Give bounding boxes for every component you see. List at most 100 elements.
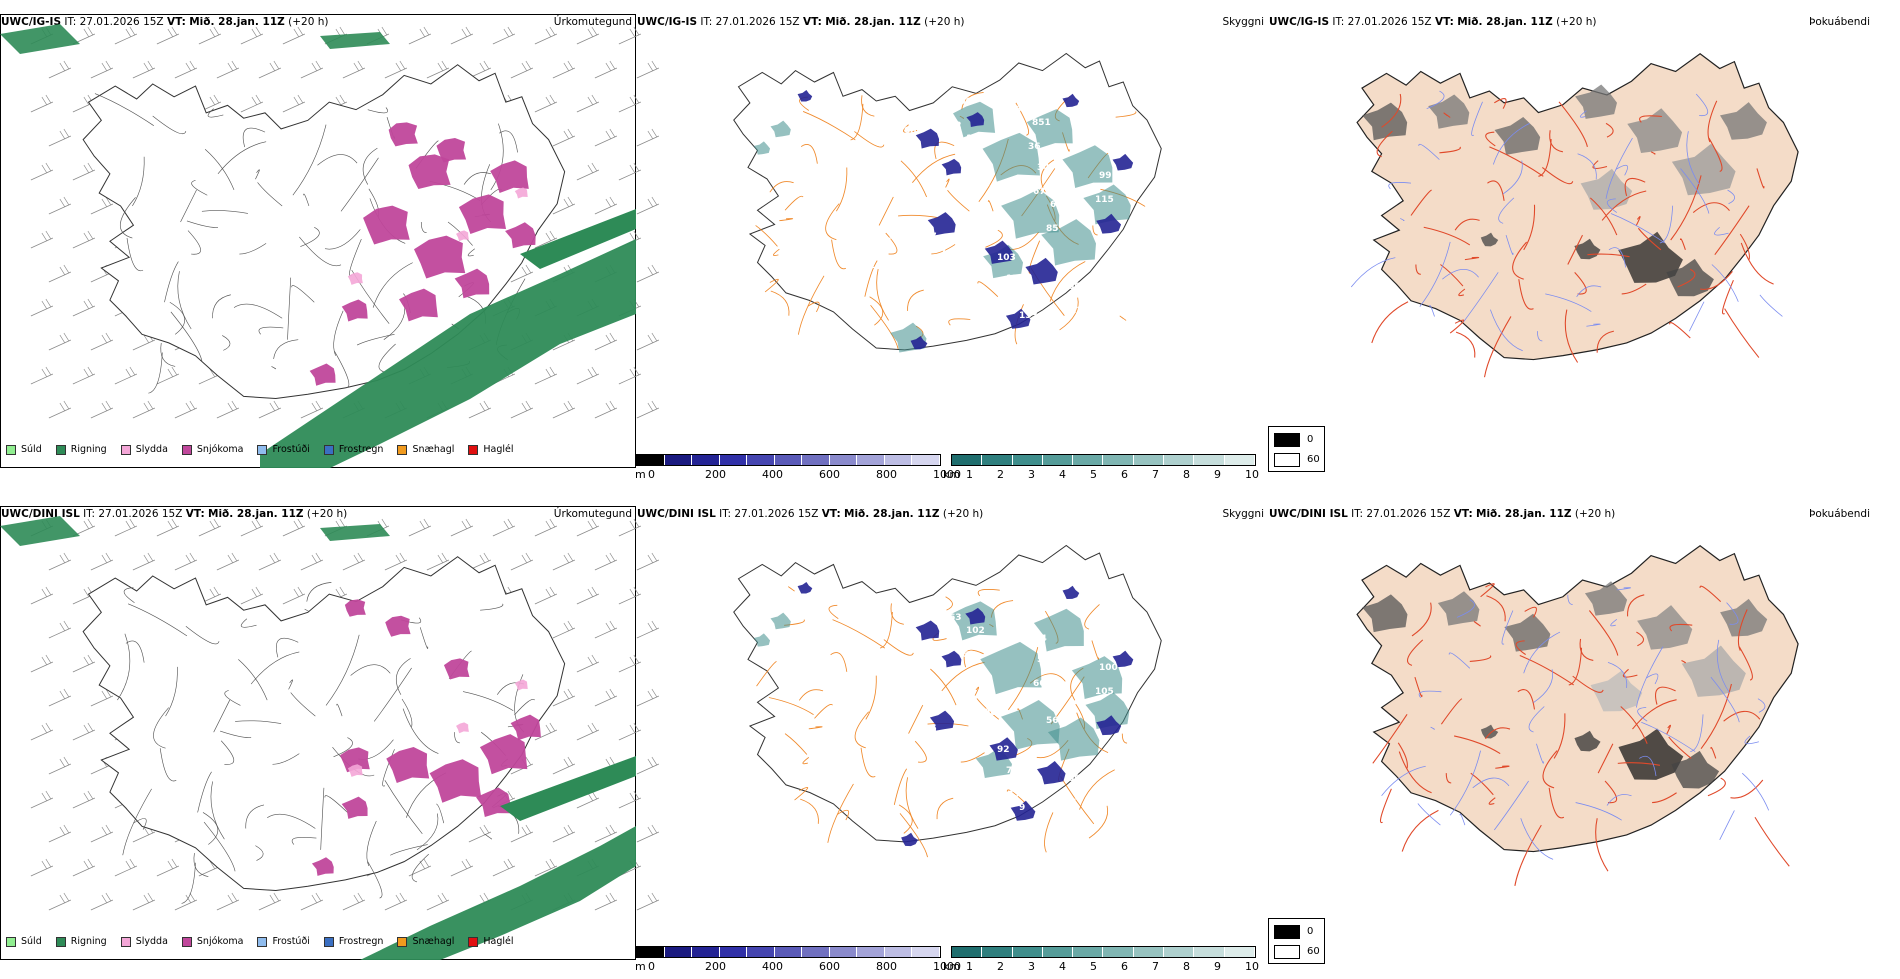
ceiling-value-label: 85 <box>1046 224 1059 234</box>
model-name: UWC/IG-IS <box>1 16 62 28</box>
lead-time: (+20 h) <box>1556 16 1597 28</box>
valid-time-label: VT: <box>166 16 186 28</box>
legend-swatch <box>120 936 131 947</box>
fog-legend: 0 60 <box>1268 426 1325 472</box>
precip-legend-item: Snjókoma <box>181 936 243 947</box>
init-time-value: 27.01.2026 15Z <box>715 16 800 28</box>
colorbar-segment <box>1073 455 1104 465</box>
ceiling-value-label: 13 <box>1015 597 1028 607</box>
precip-legend-item: Slydda <box>120 444 168 455</box>
colorbar-segment <box>1194 455 1225 465</box>
visibility-unit: km <box>943 960 961 973</box>
model-name: UWC/IG-IS <box>637 16 698 28</box>
ceiling-tick-label: 0 <box>648 960 655 973</box>
ceiling-value-label: 133 <box>1019 311 1038 321</box>
fog-legend: 0 60 <box>1268 918 1325 964</box>
init-time-value: 27.01.2026 15Z <box>1347 16 1432 28</box>
fog-legend-label-low: 0 <box>1307 434 1314 445</box>
visibility-tick-label: 1 <box>966 468 973 481</box>
visibility-tick-label: 2 <box>997 960 1004 973</box>
colorbar-segment <box>1194 947 1225 957</box>
ceiling-value-label: 103 <box>997 253 1016 263</box>
ceiling-value-label: 90 <box>1077 605 1090 615</box>
fog-legend-swatch-low <box>1274 925 1300 939</box>
panel-title-precip: Úrkomutegund <box>553 16 632 28</box>
ceiling-visibility-panel: UWC/DINI ISL IT: 27.01.2026 15Z VT: Mið.… <box>635 506 1268 979</box>
colorbar-segment <box>884 947 913 957</box>
precip-legend: Súld Rigning Slydda Snjókoma Frostúði Frostre… <box>6 444 528 455</box>
colorbar-segment <box>982 947 1013 957</box>
init-time-label: IT: <box>1351 508 1364 520</box>
legend-label: Snæhagl <box>412 444 455 455</box>
colorbar-segment <box>1164 947 1195 957</box>
colorbar-segment <box>1133 947 1165 957</box>
ceiling-visibility-map <box>733 52 1162 353</box>
ceiling-value-label: 116 <box>873 237 892 247</box>
legend-swatch <box>323 444 334 455</box>
precip-legend-item: Frostúði <box>257 936 310 947</box>
colorbar-segment <box>802 947 830 957</box>
colorbar-segment <box>952 455 983 465</box>
colorbar-segment <box>719 455 748 465</box>
ceiling-value-label: 105 <box>918 724 937 734</box>
ceiling-value-label: 104 <box>1028 634 1047 644</box>
visibility-tick-label: 9 <box>1214 960 1221 973</box>
legend-label: Frostregn <box>338 444 384 455</box>
ceiling-value-label: 92 <box>949 121 962 131</box>
ceiling-value-label: 109 <box>966 134 985 144</box>
legend-label: Frostúði <box>272 444 310 455</box>
ceiling-tick-label: 200 <box>705 960 726 973</box>
ceiling-value-label: 74 <box>1081 89 1094 99</box>
visibility-tick-label: 5 <box>1090 960 1097 973</box>
colorbar-segment <box>857 455 885 465</box>
legend-swatch <box>323 936 334 947</box>
precip-legend-item: Rigning <box>55 936 107 947</box>
visibility-tick-label: 6 <box>1121 960 1128 973</box>
legend-label: Snjókoma <box>196 444 244 455</box>
ceiling-value-label: 85 <box>931 761 944 771</box>
init-time-value: 27.01.2026 15Z <box>1366 508 1451 520</box>
colorbar-segment <box>664 455 693 465</box>
panel-title-visibility: Skyggni <box>1222 16 1265 28</box>
ceiling-value-label: 115 <box>1095 195 1114 205</box>
ceiling-tick-label: 400 <box>762 468 783 481</box>
visibility-tick-label: 4 <box>1059 960 1066 973</box>
init-time-value: 27.01.2026 15Z <box>79 16 164 28</box>
ceiling-value-label: 227 <box>922 208 941 218</box>
legend-swatch <box>181 444 192 455</box>
panel-title-visibility: Skyggni <box>1222 508 1265 520</box>
ceiling-unit: m <box>635 468 646 481</box>
legend-swatch <box>468 444 479 455</box>
ceiling-value-label: 632 <box>1050 200 1069 210</box>
ceiling-value-label: 9 <box>1019 803 1026 813</box>
ceiling-value-label: 34 <box>1081 581 1094 591</box>
legend-label: Snæhagl <box>412 936 455 947</box>
precip-legend: Súld Rigning Slydda Snjókoma Frostúði Frostre… <box>6 936 528 947</box>
visibility-tick-label: 7 <box>1152 960 1159 973</box>
ceiling-value-label: 102 <box>966 626 985 636</box>
ceiling-value-label: 99 <box>1099 171 1112 181</box>
panel-title-precip: Úrkomutegund <box>553 508 632 520</box>
colorbar-segment <box>637 455 665 465</box>
valid-time-value: Mið. 28.jan. 11Z <box>844 508 940 520</box>
fog-indicator-map <box>1356 545 1799 886</box>
ceiling-unit: m <box>635 960 646 973</box>
colorbar-segment <box>692 455 720 465</box>
visibility-tick-label: 3 <box>1028 468 1035 481</box>
ceiling-value-label: 122 <box>1064 306 1083 316</box>
ceiling-value-label: 55 <box>1002 298 1015 308</box>
fog-legend-swatch-low <box>1274 433 1300 447</box>
ceiling-value-label: 5 <box>975 155 982 165</box>
visibility-tick-label: 10 <box>1245 468 1259 481</box>
precip-legend-item: Slydda <box>120 936 168 947</box>
colorbar-segment <box>664 947 693 957</box>
valid-time-label: VT: <box>185 508 205 520</box>
ceiling-tick-label: 800 <box>876 960 897 973</box>
model-name: UWC/IG-IS <box>1269 16 1330 28</box>
colorbar-segment <box>829 455 858 465</box>
legend-label: Frostregn <box>338 936 384 947</box>
panel-header: UWC/IG-IS IT: 27.01.2026 15Z VT: Mið. 28… <box>1 16 328 28</box>
visibility-tick-label: 7 <box>1152 468 1159 481</box>
colorbar-segment <box>1073 947 1104 957</box>
legend-label: Slydda <box>135 444 168 455</box>
